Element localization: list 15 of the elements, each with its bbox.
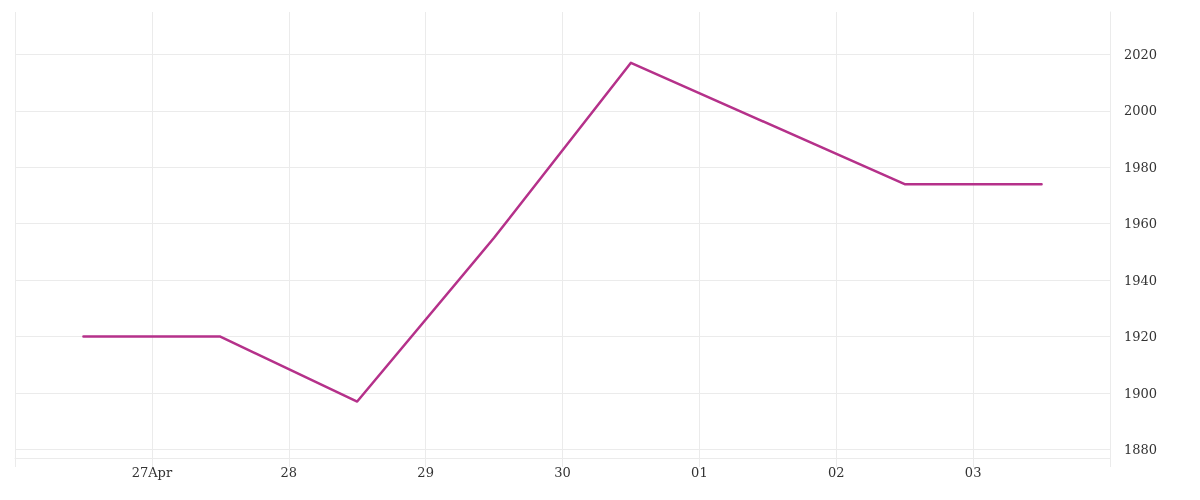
y-tick-label: 1900 xyxy=(1124,385,1158,401)
x-tick-label: 30 xyxy=(554,465,571,480)
x-tick-label: 28 xyxy=(280,465,298,480)
x-tick-label: 02 xyxy=(827,465,845,480)
y-tick-label: 1920 xyxy=(1124,329,1158,345)
x-tick-label: 03 xyxy=(964,465,982,480)
y-tick-label: 2000 xyxy=(1124,103,1158,119)
y-tick-label: 1940 xyxy=(1124,272,1158,288)
y-tick-label: 1880 xyxy=(1124,442,1158,458)
x-tick-label: 27Apr xyxy=(131,465,173,480)
y-tick-label: 1980 xyxy=(1124,159,1158,175)
x-tick-label: 29 xyxy=(417,465,434,480)
x-tick-label: 01 xyxy=(691,465,708,480)
y-tick-label: 1960 xyxy=(1124,216,1158,232)
y-tick-label: 2020 xyxy=(1124,46,1158,62)
